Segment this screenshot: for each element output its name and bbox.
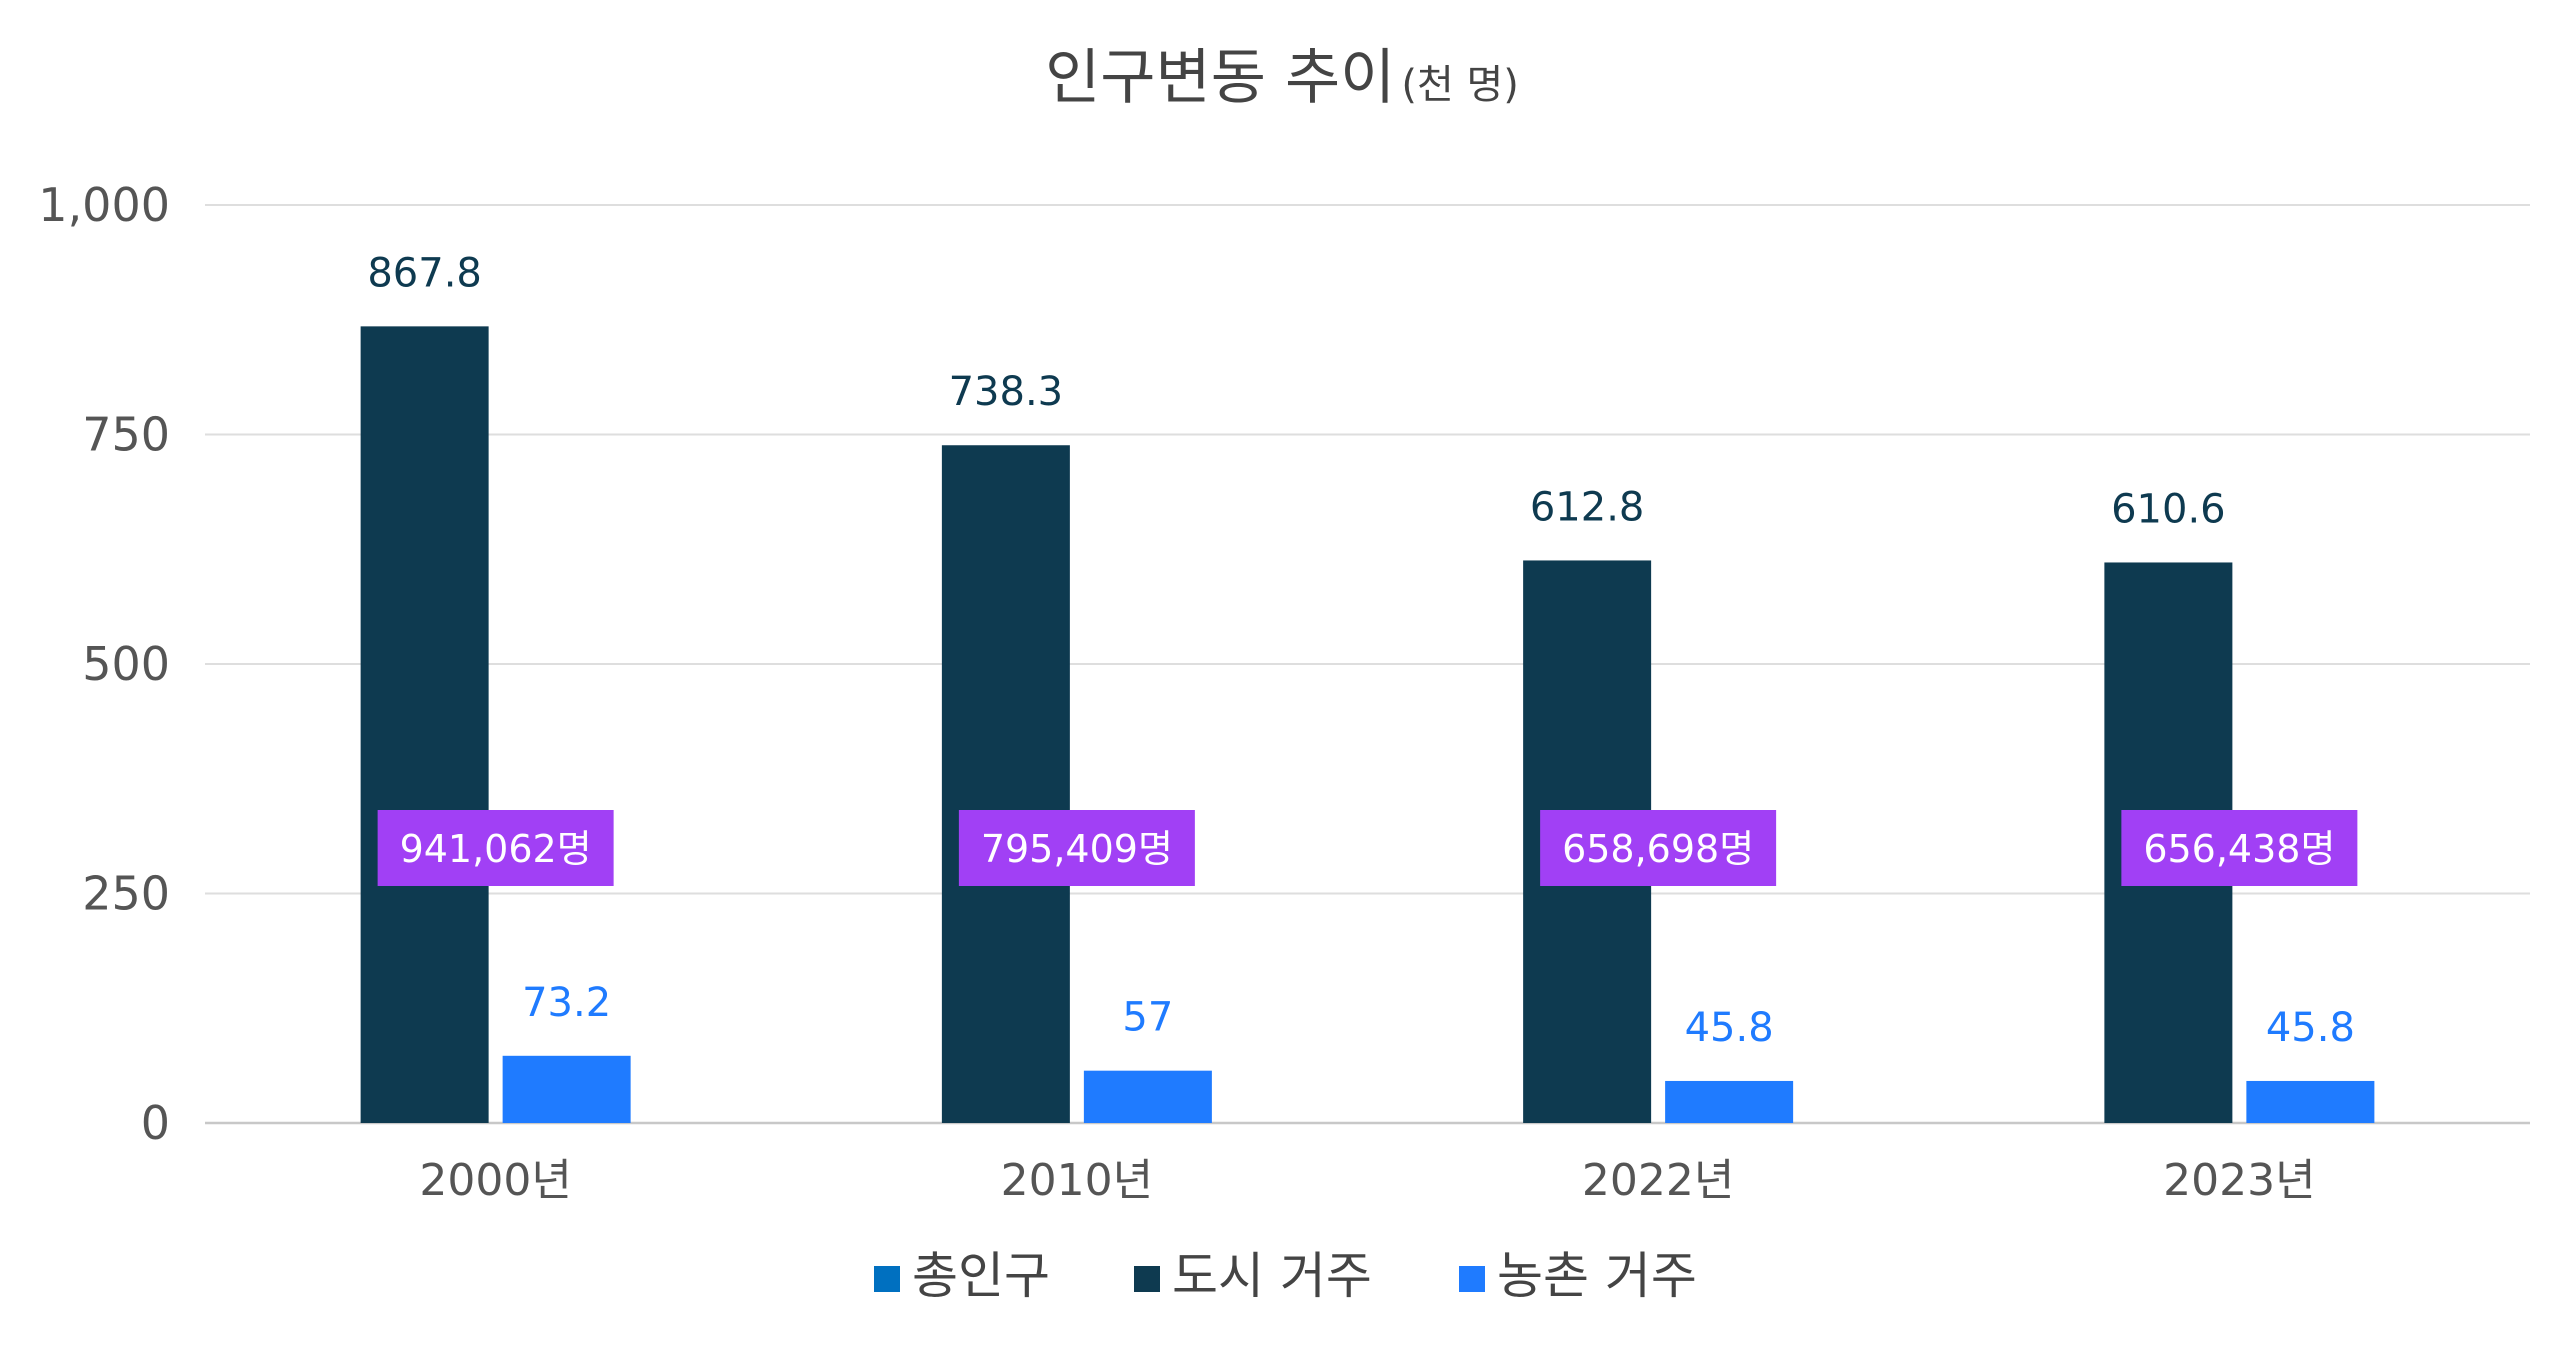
data-label-urban: 610.6 (2111, 486, 2226, 532)
bar-urban (941, 445, 1070, 1123)
x-axis-tick-labels: 2000년 2010년 2022년 2023년 (419, 1155, 2315, 1206)
total-callout-box (377, 810, 614, 886)
chart-title: 인구변동 추이 (천 명) (1045, 43, 1519, 113)
data-label-urban: 612.8 (1530, 484, 1645, 530)
legend-item: 농촌 거주 (1459, 1247, 1697, 1305)
total-population-callout: 656,438명 (2121, 810, 2358, 886)
legend-swatch (1459, 1266, 1485, 1292)
data-label-total: 795,409명 (981, 827, 1173, 871)
total-callout-box (958, 810, 1195, 886)
bars (360, 326, 2375, 1123)
total-population-callout: 658,698명 (1540, 810, 1777, 886)
bar-urban (360, 326, 489, 1123)
legend-item: 총인구 (874, 1247, 1050, 1305)
y-tick-label: 750 (82, 408, 170, 462)
total-population-callout: 795,409명 (958, 810, 1195, 886)
total-callout-box (2121, 810, 2358, 886)
y-axis-tick-labels: 0 250 500 750 1,000 (38, 178, 170, 1150)
bar-rural (1083, 1070, 1212, 1123)
y-tick-label: 0 (141, 1096, 170, 1150)
total-callout-box (1540, 810, 1777, 886)
bar-rural (502, 1055, 631, 1123)
data-label-urban: 867.8 (367, 250, 482, 296)
bar-rural (1665, 1080, 1794, 1123)
legend-label: 도시 거주 (1172, 1247, 1372, 1305)
x-tick-label: 2010년 (1001, 1155, 1153, 1206)
chart-title-main: 인구변동 추이 (1045, 43, 1395, 113)
legend-label: 농촌 거주 (1497, 1247, 1697, 1305)
data-label-urban: 738.3 (949, 369, 1064, 415)
bar-rural (2246, 1080, 2375, 1123)
legend-swatch (1134, 1266, 1160, 1292)
y-tick-label: 250 (82, 867, 170, 921)
x-tick-label: 2022년 (1582, 1155, 1734, 1206)
data-label-rural: 73.2 (522, 980, 611, 1026)
data-label-total: 941,062명 (400, 827, 592, 871)
legend-item: 도시 거주 (1134, 1247, 1372, 1305)
data-label-rural: 57 (1122, 995, 1173, 1041)
data-label-rural: 45.8 (1685, 1005, 1774, 1051)
legend-swatch (874, 1266, 900, 1292)
total-population-callout: 941,062명 (377, 810, 614, 886)
legend-label: 총인구 (912, 1247, 1050, 1305)
data-label-total: 656,438명 (2143, 827, 2335, 871)
y-tick-label: 1,000 (38, 178, 170, 232)
y-tick-label: 500 (82, 637, 170, 691)
legend: 총인구 도시 거주 농촌 거주 (874, 1247, 1697, 1305)
x-tick-label: 2023년 (2163, 1155, 2315, 1206)
data-label-rural: 45.8 (2266, 1005, 2355, 1051)
x-tick-label: 2000년 (419, 1155, 571, 1206)
data-labels: 867.8 73.2 941,062명 738.3 57 795,409명 612.8 45.… (367, 250, 2358, 1051)
chart-title-unit: (천 명) (1401, 62, 1519, 108)
data-label-total: 658,698명 (1562, 827, 1754, 871)
